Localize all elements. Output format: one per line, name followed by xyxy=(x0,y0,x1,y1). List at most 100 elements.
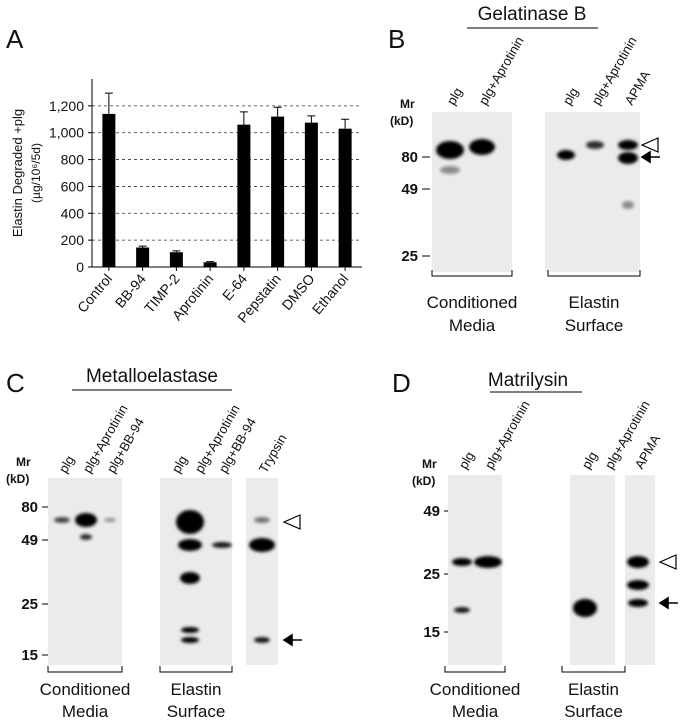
gel-band xyxy=(181,627,199,633)
mr-label: Mr xyxy=(400,97,415,111)
gel-band xyxy=(618,152,638,164)
marker-label: 49 xyxy=(21,532,38,549)
gel xyxy=(448,475,502,665)
error-bar xyxy=(206,261,215,263)
gel-band xyxy=(440,166,460,174)
bar xyxy=(304,122,318,268)
marker-label: 15 xyxy=(423,624,440,641)
unit-label: (kD) xyxy=(412,474,435,488)
mr-label: Mr xyxy=(422,457,437,471)
lane-label: plg xyxy=(169,453,191,476)
group-bracket xyxy=(431,270,513,277)
error-bar xyxy=(138,245,147,248)
marker-label: 49 xyxy=(423,503,440,520)
marker-label: 49 xyxy=(401,181,418,198)
gel-band xyxy=(452,558,472,566)
lane-label: APMA xyxy=(622,68,654,108)
panel-label: B xyxy=(388,24,405,54)
group-bracket xyxy=(159,666,233,673)
gel-band xyxy=(80,534,92,540)
y-tick-label: 1,000 xyxy=(49,125,84,141)
group-label: Conditioned xyxy=(40,680,131,699)
y-tick-label: 800 xyxy=(61,152,85,168)
lane-label: plg+Aprotinin xyxy=(482,398,533,472)
group-label: Conditioned xyxy=(430,680,521,699)
gel-band xyxy=(618,140,638,150)
mr-label: Mr xyxy=(16,455,31,469)
lane-label: plg xyxy=(579,449,601,472)
error-bar xyxy=(239,111,248,125)
y-tick-label: 0 xyxy=(76,259,84,275)
gel-band xyxy=(176,510,204,534)
lane-label: plg xyxy=(456,449,478,472)
y-tick-label: 600 xyxy=(61,178,85,194)
y-tick-label: 400 xyxy=(61,205,85,221)
gel xyxy=(48,478,122,665)
lane-label: plg xyxy=(56,453,78,476)
lane-label: plg xyxy=(560,85,582,108)
marker-label: 25 xyxy=(401,248,418,265)
open-triangle xyxy=(658,554,677,570)
gel-band xyxy=(180,572,200,584)
bar xyxy=(203,262,217,267)
y-tick-label: 200 xyxy=(61,232,85,248)
gel-band xyxy=(54,517,70,523)
error-bar xyxy=(172,250,181,253)
lane-label: plg+Aprotinin xyxy=(476,34,527,108)
gel-band xyxy=(178,539,202,551)
bar xyxy=(102,113,116,268)
marker-label: 15 xyxy=(21,647,38,664)
marker-label: 80 xyxy=(401,149,418,166)
open-triangle xyxy=(282,514,301,530)
gel-band xyxy=(436,141,464,159)
gel xyxy=(545,112,640,272)
group-label: Media xyxy=(452,702,499,720)
lane-label: APMA xyxy=(632,432,664,472)
gel-band xyxy=(212,542,232,548)
unit-label: (kD) xyxy=(390,114,413,128)
gel-band xyxy=(254,637,270,643)
marker-label: 25 xyxy=(423,566,440,583)
group-label: Surface xyxy=(564,702,623,720)
bar xyxy=(237,124,251,268)
gel xyxy=(570,475,615,665)
group-label: Media xyxy=(449,316,496,335)
panel-label: C xyxy=(6,368,25,398)
x-tick-label: E-64 xyxy=(219,270,250,303)
gel-band xyxy=(627,580,649,590)
gel-band xyxy=(474,556,502,568)
arrow xyxy=(282,633,302,647)
gel-band xyxy=(573,599,597,617)
error-bar xyxy=(307,115,316,123)
lane-label: plg xyxy=(444,85,466,108)
x-tick-label: Ethanol xyxy=(309,271,352,318)
group-label: Media xyxy=(62,702,109,720)
group-label: Elastin xyxy=(568,293,619,312)
gel-band xyxy=(181,637,199,643)
group-bracket xyxy=(444,666,506,673)
bar xyxy=(338,128,352,267)
group-label: Surface xyxy=(167,702,226,720)
marker-label: 25 xyxy=(21,596,38,613)
y-axis-unit: (µg/10⁶/5d) xyxy=(29,143,43,203)
gel-band xyxy=(254,517,270,523)
panel-title: Metalloelastase xyxy=(86,366,218,387)
gel-band xyxy=(628,599,648,607)
arrow xyxy=(658,596,678,610)
x-tick-label: Control xyxy=(74,271,115,316)
gel-band xyxy=(454,607,470,613)
marker-label: 80 xyxy=(21,499,38,516)
panel-title: Gelatinase B xyxy=(478,4,587,25)
error-bar xyxy=(273,106,282,117)
gel-band xyxy=(469,139,495,155)
error-bar xyxy=(104,92,113,114)
y-tick-label: 1,200 xyxy=(49,98,84,114)
gel-band xyxy=(75,513,97,527)
gel-band xyxy=(586,141,604,149)
gel xyxy=(432,112,512,272)
unit-label: (kD) xyxy=(6,472,29,486)
gel-band xyxy=(104,518,116,522)
gel-band xyxy=(249,538,275,552)
